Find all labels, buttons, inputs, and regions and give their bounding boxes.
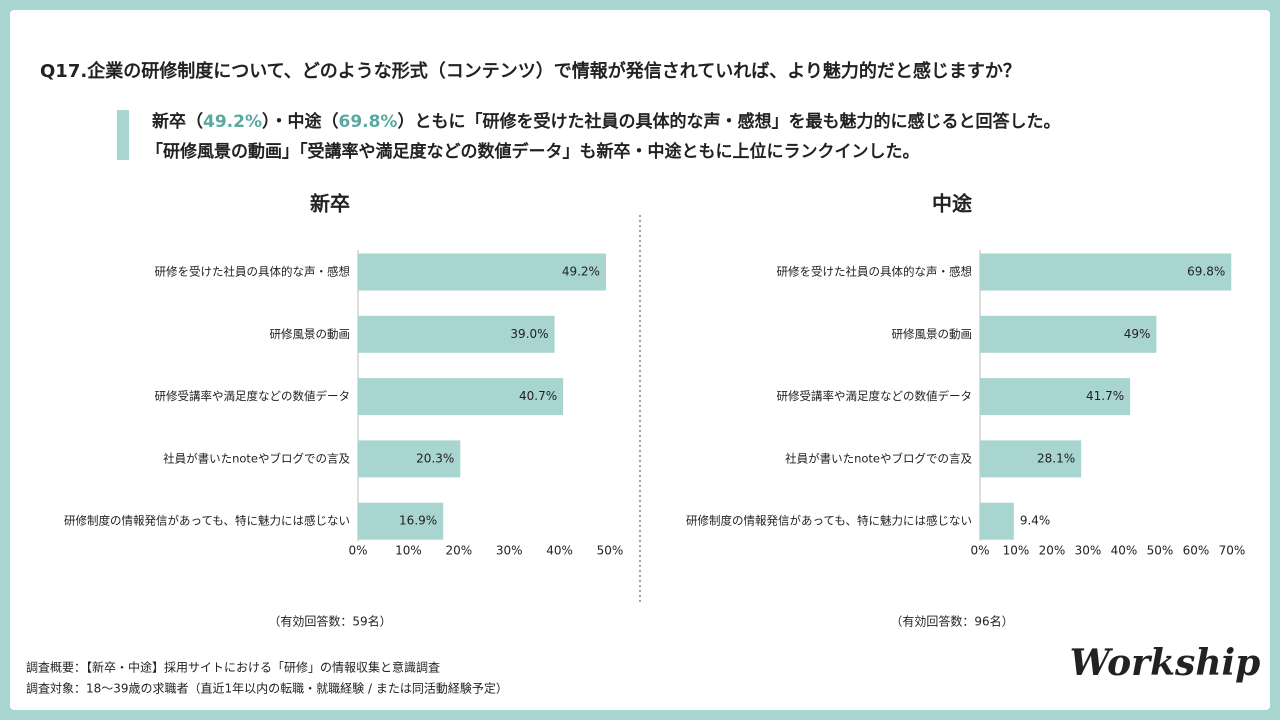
bar bbox=[980, 378, 1131, 416]
value-label: 41.7% bbox=[1086, 389, 1124, 403]
chart-note: （有効回答数：96名） bbox=[890, 614, 1013, 629]
value-label: 49% bbox=[1124, 327, 1151, 341]
x-tick-label: 10% bbox=[1003, 544, 1030, 558]
bar bbox=[980, 502, 1014, 540]
x-tick-label: 50% bbox=[1147, 544, 1174, 558]
y-tick-label: 研修制度の情報発信があっても、特に魅力には感じない bbox=[686, 514, 972, 528]
y-tick-label: 研修制度の情報発信があっても、特に魅力には感じない bbox=[64, 514, 350, 528]
x-tick-label: 10% bbox=[395, 544, 422, 558]
value-label: 39.0% bbox=[510, 327, 548, 341]
summary-line: 新卒（49.2%）・中途（69.8%）ともに「研修を受けた社員の具体的な声・感想… bbox=[152, 111, 1060, 132]
x-tick-label: 60% bbox=[1183, 544, 1210, 558]
summary-highlight: 69.8% bbox=[338, 112, 397, 132]
footnote: 調査概要：【新卒・中途】採用サイトにおける「研修」の情報収集と意識調査 bbox=[26, 660, 440, 675]
bar bbox=[980, 315, 1157, 353]
summary-line: 「研修風景の動画」「受講率や満足度などの数値データ」も新卒・中途ともに上位にラン… bbox=[146, 141, 920, 162]
bar bbox=[358, 440, 461, 478]
y-tick-label: 研修受講率や満足度などの数値データ bbox=[777, 389, 973, 403]
x-tick-label: 40% bbox=[546, 544, 573, 558]
y-tick-label: 研修風景の動画 bbox=[892, 327, 973, 341]
summary-accent bbox=[117, 110, 129, 160]
bar bbox=[358, 253, 606, 291]
bar bbox=[358, 378, 564, 416]
value-label: 28.1% bbox=[1037, 451, 1075, 465]
footnote: 調査対象：18〜39歳の求職者（直近1年以内の転職・就職経験 / または同活動経… bbox=[26, 681, 508, 696]
x-tick-label: 70% bbox=[1219, 544, 1246, 558]
bar bbox=[358, 315, 555, 353]
value-label: 20.3% bbox=[416, 451, 454, 465]
chart-title: 新卒 bbox=[310, 192, 350, 216]
y-tick-label: 社員が書いたnoteやブログでの言及 bbox=[785, 451, 972, 465]
x-tick-label: 30% bbox=[1075, 544, 1102, 558]
y-tick-label: 研修を受けた社員の具体的な声・感想 bbox=[155, 265, 351, 279]
value-label: 16.9% bbox=[399, 514, 437, 528]
bar bbox=[980, 440, 1082, 478]
y-tick-label: 研修風景の動画 bbox=[270, 327, 351, 341]
summary-text: ）・中途（ bbox=[262, 111, 339, 132]
chart-title: 中途 bbox=[932, 192, 973, 216]
bar bbox=[358, 502, 444, 540]
x-tick-label: 20% bbox=[445, 544, 472, 558]
bar bbox=[980, 253, 1232, 291]
x-tick-label: 50% bbox=[597, 544, 624, 558]
title: Q17.企業の研修制度について、どのような形式（コンテンツ）で情報が発信されてい… bbox=[40, 60, 1021, 82]
summary-text: 新卒（ bbox=[152, 111, 203, 132]
summary-highlight: 49.2% bbox=[203, 112, 262, 132]
y-tick-label: 社員が書いたnoteやブログでの言及 bbox=[163, 451, 350, 465]
y-tick-label: 研修受講率や満足度などの数値データ bbox=[155, 389, 351, 403]
y-tick-label: 研修を受けた社員の具体的な声・感想 bbox=[777, 265, 973, 279]
x-tick-label: 30% bbox=[496, 544, 523, 558]
value-label: 49.2% bbox=[562, 265, 600, 279]
x-tick-label: 0% bbox=[348, 544, 367, 558]
logo: Workship bbox=[1070, 642, 1261, 684]
x-tick-label: 0% bbox=[970, 544, 989, 558]
summary-text: ）ともに「研修を受けた社員の具体的な声・感想」を最も魅力的に感じると回答した。 bbox=[397, 111, 1060, 132]
value-label: 69.8% bbox=[1187, 265, 1225, 279]
value-label: 9.4% bbox=[1020, 514, 1051, 528]
x-tick-label: 40% bbox=[1111, 544, 1138, 558]
x-tick-label: 20% bbox=[1039, 544, 1066, 558]
chart-note: （有効回答数：59名） bbox=[268, 614, 391, 629]
value-label: 40.7% bbox=[519, 389, 557, 403]
